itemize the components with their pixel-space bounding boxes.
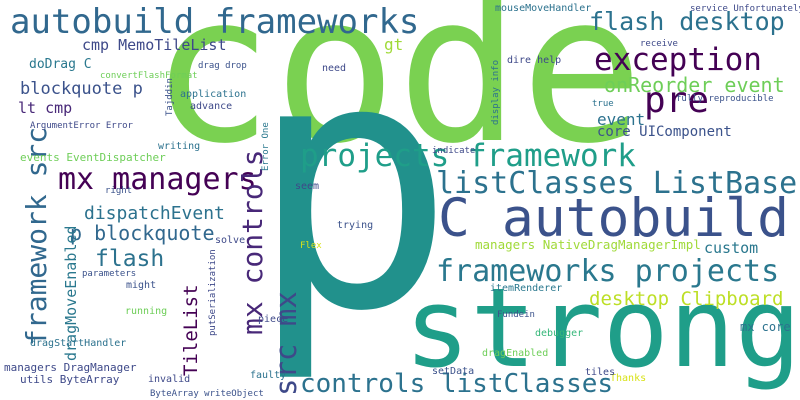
word: TileList <box>180 284 202 376</box>
word: display info <box>491 60 501 125</box>
word: indicate <box>432 146 475 156</box>
word: frameworks projects <box>436 254 779 289</box>
word: core UIComponent <box>597 124 732 140</box>
word: seem <box>295 181 319 192</box>
word: blockquote p <box>20 79 143 99</box>
word: flash desktop <box>589 7 785 36</box>
word: mouseMoveHandler <box>495 3 591 14</box>
word: drag drop <box>198 61 247 71</box>
word: dire help <box>507 55 561 66</box>
word: framework src <box>20 127 53 346</box>
word: solve <box>215 235 245 246</box>
word: Thanks <box>610 373 646 384</box>
word: src mx <box>269 291 303 396</box>
word: trying <box>337 220 373 231</box>
word: ArgumentError Error <box>30 121 134 131</box>
word: need <box>322 63 346 74</box>
word: ByteArray writeObject <box>150 389 264 399</box>
word: dragEnabled <box>482 348 548 359</box>
word: C autobuild <box>438 188 789 249</box>
word: autobuild frameworks <box>10 2 419 42</box>
word: mx managers <box>58 162 257 197</box>
word: desktop Clipboard <box>589 288 783 310</box>
word: receive <box>640 39 678 49</box>
word: right <box>105 186 132 196</box>
word: dispatchEvent <box>84 203 225 224</box>
word: debugger <box>535 328 583 339</box>
word: listClasses ListBase <box>436 166 797 201</box>
word: invalid <box>148 374 190 385</box>
word: event <box>597 110 645 129</box>
word: putSerialization <box>208 249 218 336</box>
word: Fundein <box>497 310 535 320</box>
word: piece <box>258 314 288 325</box>
word: custom <box>704 239 758 257</box>
word: might <box>126 280 156 291</box>
word: events EventDispatcher <box>20 151 166 164</box>
word: convertFlashFormat <box>100 71 198 81</box>
word: lt cmp <box>18 99 72 117</box>
word: managers NativeDragManagerImpl <box>475 237 701 252</box>
word: controls listClasses <box>300 369 613 399</box>
word: fully reproducible <box>676 94 774 104</box>
word: parameters <box>82 269 136 279</box>
word: writing <box>158 141 200 152</box>
word: Flex <box>300 241 322 251</box>
word: running <box>125 306 167 317</box>
word: Error One <box>261 122 271 171</box>
word: onReorder event <box>604 73 785 97</box>
word: application <box>180 89 246 100</box>
word: advance <box>190 101 232 112</box>
word: pre <box>644 80 709 121</box>
word: projects framework <box>300 138 636 174</box>
word: managers DragManager <box>4 361 137 374</box>
word: true <box>592 99 614 109</box>
word: strong <box>404 264 800 392</box>
word: service Unfortunately <box>690 4 800 14</box>
word: gt <box>384 35 403 54</box>
word: dragStartHandler <box>30 338 126 349</box>
word: mx core <box>740 320 791 334</box>
word: cmp MemoTileList <box>82 36 227 54</box>
word: dragMoveEnabled <box>62 226 80 361</box>
word: setData <box>432 366 474 377</box>
word: p <box>248 0 456 387</box>
word: Tajddin <box>165 78 175 116</box>
word: mx controls <box>236 150 269 335</box>
word: exception <box>594 42 762 78</box>
word: doDrag C <box>29 57 92 72</box>
word: tiles <box>585 367 615 378</box>
word: itemRenderer <box>490 283 562 294</box>
word: code <box>150 0 644 189</box>
word: utils ByteArray <box>20 373 120 386</box>
word: p blockquote <box>70 221 215 245</box>
word: faulty <box>250 370 286 381</box>
word: flash <box>95 246 164 272</box>
